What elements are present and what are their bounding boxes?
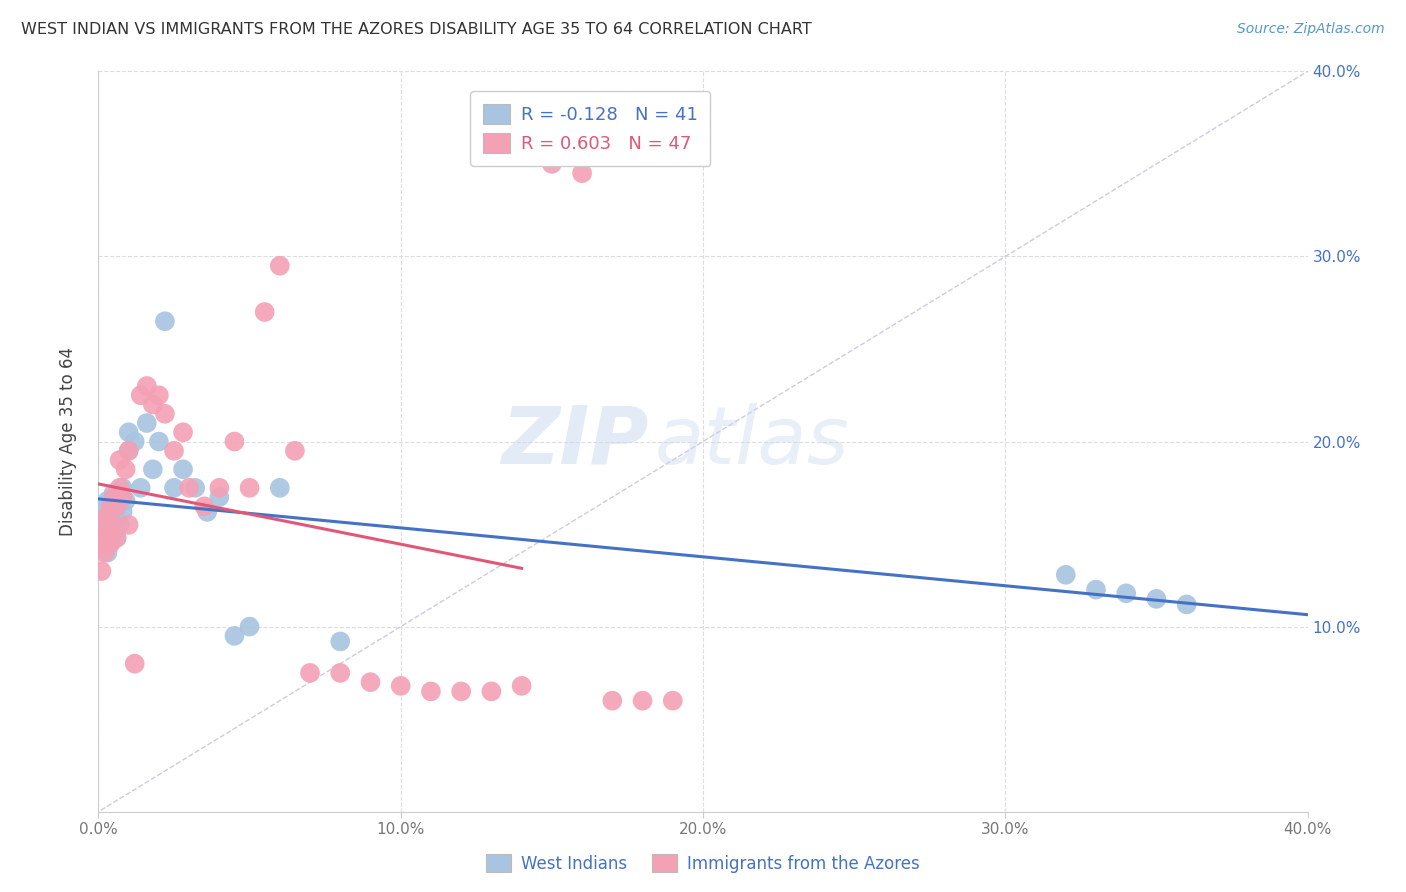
Point	[96, 508, 118, 523]
Point	[96, 545, 118, 560]
Point	[90, 564, 112, 578]
Point	[224, 629, 246, 643]
Y-axis label: Disability Age 35 to 64: Disability Age 35 to 64	[59, 347, 77, 536]
Point	[269, 259, 291, 273]
Point	[1144, 591, 1167, 606]
Point	[450, 684, 472, 698]
Point	[105, 500, 128, 514]
Point	[284, 443, 307, 458]
Point	[153, 314, 176, 328]
Text: atlas: atlas	[655, 402, 849, 481]
Point	[93, 505, 115, 519]
Point	[142, 462, 165, 476]
Point	[179, 481, 201, 495]
Point	[148, 388, 170, 402]
Point	[239, 481, 262, 495]
Point	[96, 493, 118, 508]
Point	[193, 500, 215, 514]
Point	[1175, 598, 1198, 612]
Point	[389, 679, 412, 693]
Point	[540, 157, 562, 171]
Point	[510, 679, 533, 693]
Point	[239, 619, 262, 633]
Point	[329, 665, 352, 680]
Point	[195, 505, 218, 519]
Point	[96, 527, 118, 541]
Point	[105, 512, 128, 526]
Point	[103, 524, 125, 538]
Point	[1085, 582, 1108, 597]
Point	[100, 500, 122, 514]
Text: Source: ZipAtlas.com: Source: ZipAtlas.com	[1237, 22, 1385, 37]
Point	[420, 684, 443, 698]
Point	[118, 443, 141, 458]
Point	[208, 490, 231, 504]
Point	[118, 517, 141, 532]
Point	[1054, 567, 1077, 582]
Point	[360, 675, 382, 690]
Point	[148, 434, 170, 449]
Point	[129, 481, 152, 495]
Point	[100, 536, 122, 550]
Point	[208, 481, 231, 495]
Point	[135, 416, 157, 430]
Point	[124, 434, 146, 449]
Point	[124, 657, 146, 671]
Legend: West Indians, Immigrants from the Azores: West Indians, Immigrants from the Azores	[479, 847, 927, 880]
Point	[253, 305, 276, 319]
Point	[93, 531, 115, 545]
Point	[224, 434, 246, 449]
Point	[103, 508, 125, 523]
Point	[661, 694, 683, 708]
Point	[108, 481, 131, 495]
Point	[135, 379, 157, 393]
Point	[105, 531, 128, 545]
Point	[269, 481, 291, 495]
Point	[93, 517, 115, 532]
Point	[299, 665, 322, 680]
Point	[105, 531, 128, 545]
Point	[184, 481, 207, 495]
Point	[163, 443, 186, 458]
Point	[96, 512, 118, 526]
Point	[111, 490, 134, 504]
Point	[118, 443, 141, 458]
Point	[111, 505, 134, 519]
Point	[142, 398, 165, 412]
Point	[108, 517, 131, 532]
Point	[90, 527, 112, 541]
Point	[103, 490, 125, 504]
Point	[114, 462, 136, 476]
Point	[631, 694, 654, 708]
Point	[111, 481, 134, 495]
Legend: R = -0.128   N = 41, R = 0.603   N = 47: R = -0.128 N = 41, R = 0.603 N = 47	[470, 92, 710, 166]
Point	[118, 425, 141, 440]
Point	[481, 684, 503, 698]
Text: WEST INDIAN VS IMMIGRANTS FROM THE AZORES DISABILITY AGE 35 TO 64 CORRELATION CH: WEST INDIAN VS IMMIGRANTS FROM THE AZORE…	[21, 22, 811, 37]
Point	[103, 486, 125, 500]
Point	[108, 490, 131, 504]
Point	[108, 453, 131, 467]
Point	[153, 407, 176, 421]
Point	[1115, 586, 1137, 600]
Text: ZIP: ZIP	[501, 402, 648, 481]
Point	[100, 500, 122, 514]
Point	[329, 634, 352, 648]
Point	[90, 517, 112, 532]
Point	[114, 493, 136, 508]
Point	[172, 425, 194, 440]
Point	[163, 481, 186, 495]
Point	[129, 388, 152, 402]
Point	[571, 166, 593, 180]
Point	[100, 536, 122, 550]
Point	[602, 694, 624, 708]
Point	[93, 545, 115, 560]
Point	[90, 536, 112, 550]
Point	[172, 462, 194, 476]
Point	[103, 517, 125, 532]
